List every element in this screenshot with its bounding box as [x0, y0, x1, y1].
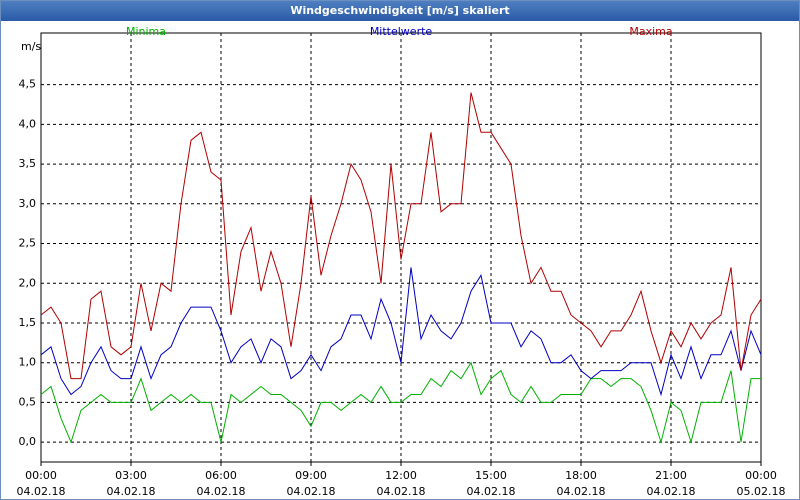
legend-entry: Minima — [126, 25, 166, 38]
x-tick-label: 09:00 04.02.18 — [286, 469, 336, 498]
y-tick-label: 3,5 — [19, 157, 37, 170]
legend-entry: Mittelwerte — [370, 25, 433, 38]
series-line — [40, 267, 762, 397]
y-axis-label: m/s — [21, 40, 41, 53]
x-tick-label: 06:00 04.02.18 — [196, 469, 246, 498]
plot-area — [40, 32, 762, 463]
x-tick-label: 00:00 04.02.18 — [16, 469, 66, 498]
y-tick-label: 3,0 — [19, 197, 37, 210]
y-tick-label: 1,5 — [19, 316, 37, 329]
x-tick-label: 18:00 04.02.18 — [556, 469, 606, 498]
y-tick-label: 2,5 — [19, 237, 37, 250]
series-line — [40, 361, 761, 444]
series-line — [40, 92, 762, 380]
y-tick-label: 2,0 — [19, 276, 37, 289]
x-tick-label: 15:00 04.02.18 — [466, 469, 516, 498]
title-bar: Windgeschwindigkeit [m/s] skaliert — [1, 1, 799, 21]
y-tick-label: 4,0 — [19, 117, 37, 130]
legend-entry: Maxima — [629, 25, 672, 38]
y-tick-label: 0,0 — [19, 435, 37, 448]
y-tick-label: 4,5 — [19, 78, 37, 91]
y-tick-label: 1,0 — [19, 356, 37, 369]
x-tick-label: 03:00 04.02.18 — [106, 469, 156, 498]
x-tick-label: 21:00 04.02.18 — [646, 469, 696, 498]
x-tick-label: 12:00 04.02.18 — [376, 469, 426, 498]
x-tick-label: 00:00 05.02.18 — [736, 469, 786, 498]
y-tick-label: 0,5 — [19, 395, 37, 408]
